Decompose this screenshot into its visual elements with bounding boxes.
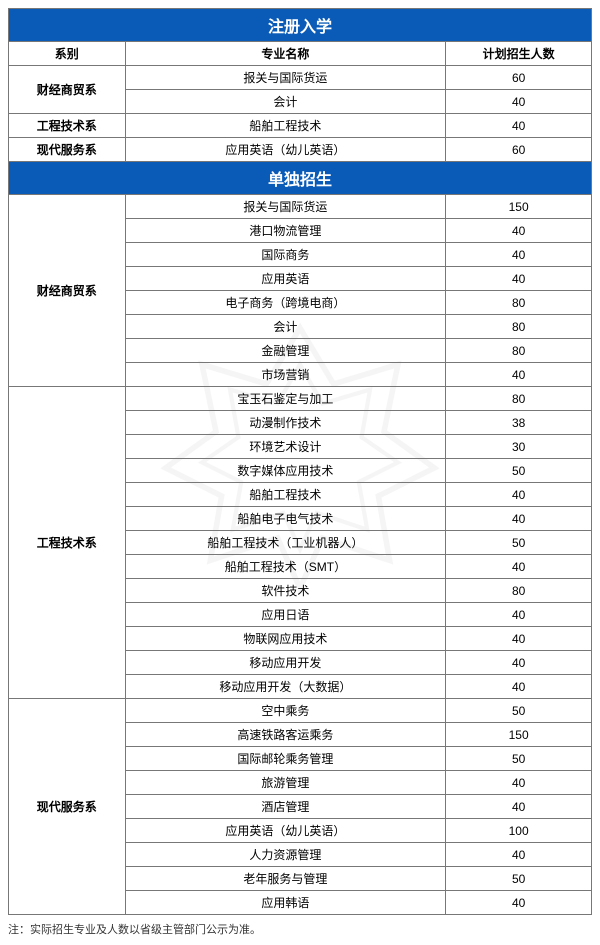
count-cell: 30 <box>446 435 592 459</box>
major-cell: 会计 <box>125 90 446 114</box>
count-cell: 50 <box>446 747 592 771</box>
footnote: 注：实际招生专业及人数以省级主管部门公示为准。 <box>8 921 592 937</box>
count-cell: 40 <box>446 771 592 795</box>
major-cell: 会计 <box>125 315 446 339</box>
dept-cell: 工程技术系 <box>9 114 126 138</box>
major-cell: 港口物流管理 <box>125 219 446 243</box>
major-cell: 市场营销 <box>125 363 446 387</box>
count-cell: 40 <box>446 507 592 531</box>
major-cell: 船舶工程技术（工业机器人） <box>125 531 446 555</box>
count-cell: 38 <box>446 411 592 435</box>
count-cell: 80 <box>446 339 592 363</box>
count-cell: 40 <box>446 114 592 138</box>
count-cell: 60 <box>446 66 592 90</box>
count-cell: 50 <box>446 459 592 483</box>
count-cell: 50 <box>446 867 592 891</box>
count-cell: 40 <box>446 795 592 819</box>
count-cell: 40 <box>446 90 592 114</box>
major-cell: 应用英语（幼儿英语） <box>125 138 446 162</box>
major-cell: 移动应用开发 <box>125 651 446 675</box>
count-cell: 80 <box>446 579 592 603</box>
count-cell: 80 <box>446 387 592 411</box>
major-cell: 船舶电子电气技术 <box>125 507 446 531</box>
count-cell: 40 <box>446 267 592 291</box>
count-cell: 40 <box>446 555 592 579</box>
major-cell: 报关与国际货运 <box>125 195 446 219</box>
major-cell: 人力资源管理 <box>125 843 446 867</box>
major-cell: 应用日语 <box>125 603 446 627</box>
count-cell: 150 <box>446 195 592 219</box>
dept-cell: 财经商贸系 <box>9 66 126 114</box>
count-cell: 40 <box>446 627 592 651</box>
count-cell: 40 <box>446 243 592 267</box>
major-cell: 电子商务（跨境电商） <box>125 291 446 315</box>
major-cell: 船舶工程技术（SMT） <box>125 555 446 579</box>
count-cell: 150 <box>446 723 592 747</box>
enrollment-table: 注册入学系别专业名称计划招生人数财经商贸系报关与国际货运60会计40工程技术系船… <box>8 8 592 915</box>
count-cell: 100 <box>446 819 592 843</box>
major-cell: 国际商务 <box>125 243 446 267</box>
count-cell: 40 <box>446 363 592 387</box>
dept-cell: 工程技术系 <box>9 387 126 699</box>
count-cell: 40 <box>446 483 592 507</box>
column-header-dept: 系别 <box>9 42 126 66</box>
major-cell: 高速铁路客运乘务 <box>125 723 446 747</box>
major-cell: 旅游管理 <box>125 771 446 795</box>
dept-cell: 现代服务系 <box>9 699 126 915</box>
count-cell: 50 <box>446 531 592 555</box>
table-row: 财经商贸系报关与国际货运150 <box>9 195 592 219</box>
major-cell: 动漫制作技术 <box>125 411 446 435</box>
table-row: 工程技术系宝玉石鉴定与加工80 <box>9 387 592 411</box>
major-cell: 环境艺术设计 <box>125 435 446 459</box>
section-header: 单独招生 <box>9 162 592 195</box>
table-row: 财经商贸系报关与国际货运60 <box>9 66 592 90</box>
major-cell: 金融管理 <box>125 339 446 363</box>
major-cell: 船舶工程技术 <box>125 114 446 138</box>
count-cell: 40 <box>446 651 592 675</box>
count-cell: 40 <box>446 603 592 627</box>
major-cell: 物联网应用技术 <box>125 627 446 651</box>
count-cell: 80 <box>446 315 592 339</box>
column-header-count: 计划招生人数 <box>446 42 592 66</box>
count-cell: 50 <box>446 699 592 723</box>
major-cell: 应用韩语 <box>125 891 446 915</box>
count-cell: 40 <box>446 675 592 699</box>
section-header: 注册入学 <box>9 9 592 42</box>
major-cell: 船舶工程技术 <box>125 483 446 507</box>
major-cell: 应用英语（幼儿英语） <box>125 819 446 843</box>
major-cell: 国际邮轮乘务管理 <box>125 747 446 771</box>
dept-cell: 现代服务系 <box>9 138 126 162</box>
table-row: 现代服务系应用英语（幼儿英语）60 <box>9 138 592 162</box>
major-cell: 宝玉石鉴定与加工 <box>125 387 446 411</box>
count-cell: 60 <box>446 138 592 162</box>
major-cell: 酒店管理 <box>125 795 446 819</box>
count-cell: 40 <box>446 843 592 867</box>
table-row: 现代服务系空中乘务50 <box>9 699 592 723</box>
table-row: 工程技术系船舶工程技术40 <box>9 114 592 138</box>
dept-cell: 财经商贸系 <box>9 195 126 387</box>
major-cell: 数字媒体应用技术 <box>125 459 446 483</box>
count-cell: 40 <box>446 891 592 915</box>
major-cell: 移动应用开发（大数据） <box>125 675 446 699</box>
major-cell: 应用英语 <box>125 267 446 291</box>
major-cell: 软件技术 <box>125 579 446 603</box>
major-cell: 空中乘务 <box>125 699 446 723</box>
major-cell: 报关与国际货运 <box>125 66 446 90</box>
count-cell: 40 <box>446 219 592 243</box>
column-header-major: 专业名称 <box>125 42 446 66</box>
count-cell: 80 <box>446 291 592 315</box>
major-cell: 老年服务与管理 <box>125 867 446 891</box>
